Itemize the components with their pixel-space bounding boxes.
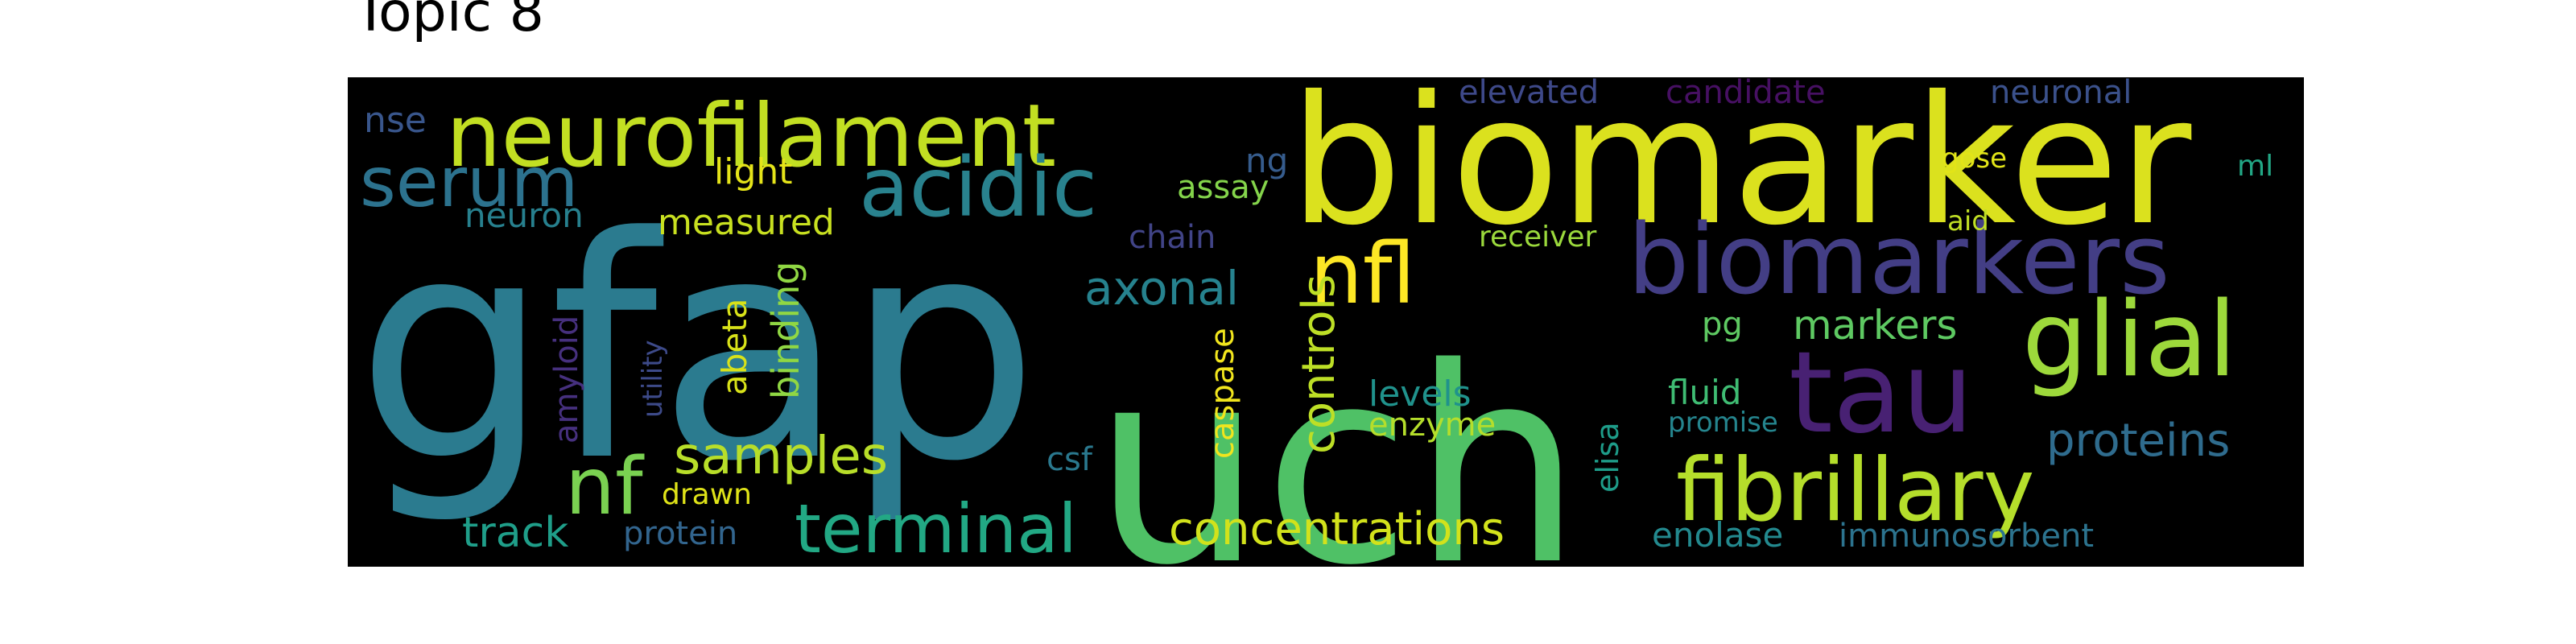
word-biomarkers: biomarkers [1628,204,2170,316]
word-fluid: fluid [1668,373,1741,412]
word-controls: controls [1293,275,1345,454]
word-cloud-canvas: gfap uchbiomarkerneurofilamentbiomarkersa… [356,77,2273,567]
word-samples: samples [674,427,888,486]
word-concentrations: concentrations [1169,503,1505,555]
word-promise: promise [1668,407,1778,439]
word-csf: csf [1046,441,1093,478]
word-enzyme: enzyme [1368,407,1496,444]
word-biomarker: biomarker [1290,77,2192,264]
word-ng: ng [1245,141,1288,180]
word-elisa: elisa [1590,422,1625,493]
word-track: track [462,509,568,557]
word-terminal: terminal [795,489,1077,567]
word-elevated: elevated [1459,77,1599,111]
word-tau: tau [1789,328,1973,459]
word-measured: measured [658,202,835,243]
word-enolase: enolase [1652,515,1783,555]
word-amyloid: amyloid [548,316,585,444]
word-levels: levels [1368,374,1472,415]
word-aid: aid [1947,205,1989,237]
word-ml: ml [2237,150,2273,183]
word-acidic: acidic [859,140,1097,236]
word-neuron: neuron [464,196,584,235]
word-assay: assay [1177,169,1269,206]
word-nse: nse [364,100,427,141]
word-candidate: candidate [1666,77,1826,111]
word-serum: serum [360,142,578,223]
word-uch: uch [1092,311,1583,567]
word-drawn: drawn [662,478,752,511]
word-chain: chain [1129,219,1216,256]
word-pg: pg [1702,306,1743,343]
word-utility: utility [637,340,669,418]
word-gfap: gfap [356,171,1039,528]
word-receiver: receiver [1479,221,1597,254]
word-nfl: nfl [1310,225,1415,323]
word-glial: glial [2022,280,2236,400]
figure-title: Topic 8 [354,0,544,44]
word-caspase: caspase [1204,328,1241,459]
word-immunosorbent: immunosorbent [1839,518,2094,555]
word-neurofilament: neurofilament [446,86,1056,187]
word-gose: gose [1942,142,2007,175]
word-fibrillary: fibrillary [1676,440,2035,541]
word-cloud: gfap uch biomarker neurofilament biomarkers a… [348,77,2304,567]
word-protein: protein [623,515,737,552]
word-light: light [714,151,793,192]
word-abeta: abeta [715,299,754,395]
word-neuronal: neuronal [1990,77,2132,111]
word-nf: nf [565,441,645,533]
word-markers: markers [1793,302,1957,349]
word-proteins: proteins [2046,415,2230,467]
word-binding: binding [764,262,807,399]
word-axonal: axonal [1084,261,1239,316]
